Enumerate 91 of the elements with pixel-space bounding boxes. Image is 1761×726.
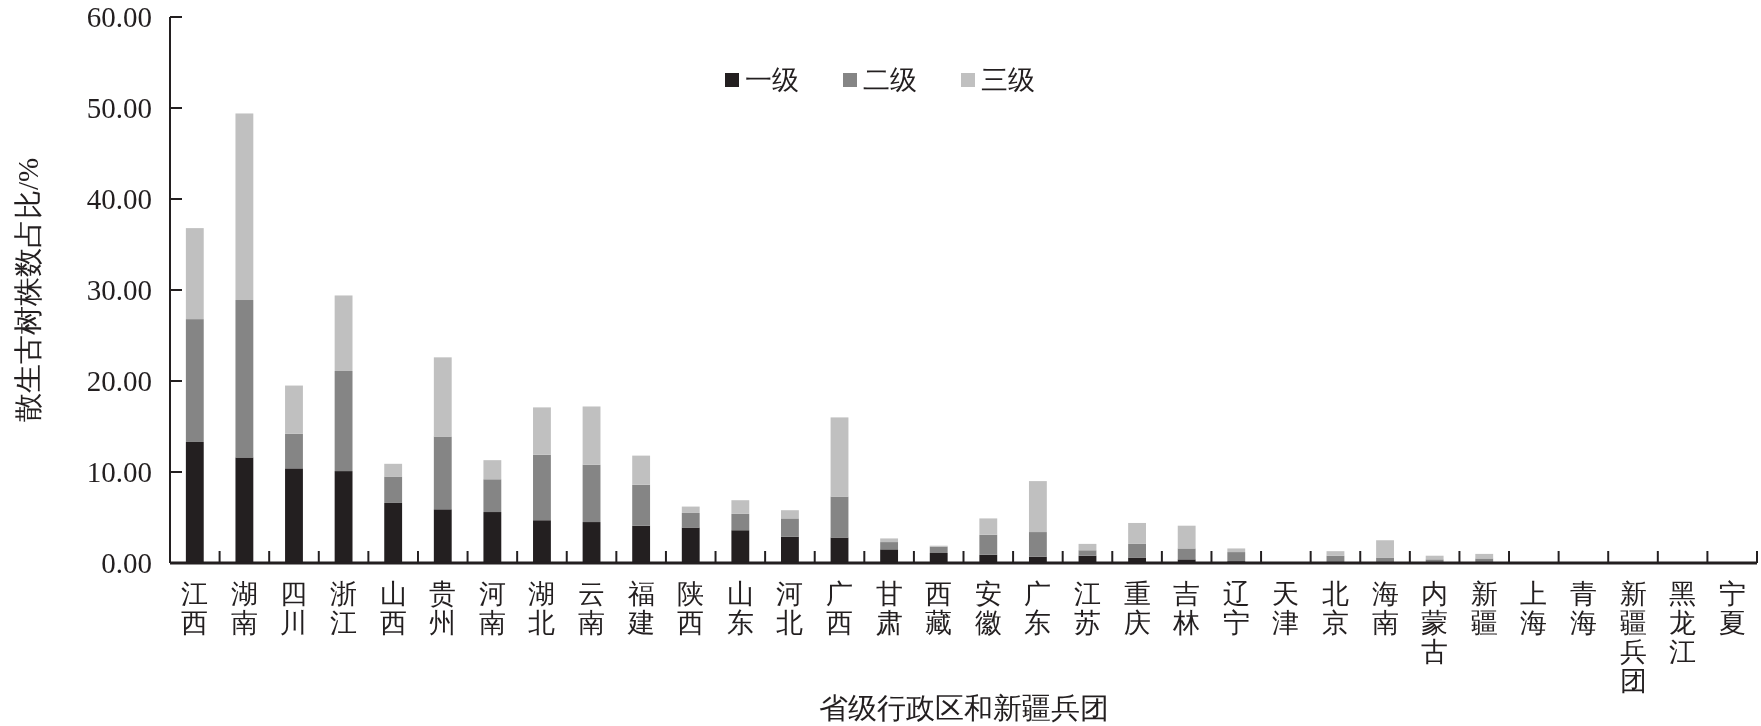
legend-label: 二级 — [863, 65, 917, 96]
x-tick-label: 辽宁 — [1222, 579, 1250, 638]
x-tick-label: 黑龙江 — [1669, 579, 1697, 667]
bar — [285, 385, 303, 434]
x-tick-label: 甘肃 — [875, 579, 903, 638]
x-tick-label: 河北 — [776, 579, 804, 638]
bar — [1078, 550, 1097, 556]
bar — [433, 357, 452, 437]
x-tick-label: 浙江 — [330, 579, 358, 638]
bar — [781, 518, 799, 537]
y-tick-label: 10.00 — [86, 456, 152, 489]
bar — [334, 370, 353, 472]
x-tick-label: 海南 — [1371, 579, 1399, 638]
bar — [483, 479, 502, 513]
x-tick-label: 江苏 — [1073, 579, 1101, 638]
x-tick-label: 贵州 — [429, 579, 457, 638]
bar — [1376, 540, 1394, 558]
y-tick-label: 60.00 — [86, 1, 152, 34]
x-tick-label: 云南 — [578, 579, 606, 638]
bar — [979, 518, 998, 535]
bar — [1376, 557, 1394, 563]
y-tick-label: 0.00 — [101, 547, 152, 580]
bar — [979, 534, 998, 555]
x-tick-label: 天津 — [1272, 579, 1300, 638]
bar — [384, 463, 403, 477]
x-tick-label: 四川 — [280, 579, 308, 638]
bar — [185, 228, 204, 320]
bar — [1326, 551, 1345, 556]
bar — [1028, 532, 1047, 557]
y-tick-label: 20.00 — [86, 365, 152, 398]
bar — [1128, 522, 1146, 544]
x-tick-label: 广东 — [1024, 579, 1052, 638]
bar — [1227, 548, 1246, 553]
bar — [781, 510, 799, 519]
x-tick-label: 西藏 — [925, 579, 953, 638]
bar — [582, 464, 601, 523]
bar — [731, 500, 750, 514]
bar — [632, 484, 651, 526]
bar — [285, 433, 303, 469]
x-tick-label: 青海 — [1569, 579, 1597, 638]
bar — [830, 417, 849, 497]
x-tick-label: 内蒙古 — [1421, 579, 1449, 667]
x-tick-label: 北京 — [1321, 579, 1349, 638]
x-tick-label: 重庆 — [1123, 579, 1151, 638]
y-tick-label: 40.00 — [86, 183, 152, 216]
bar — [533, 407, 551, 455]
legend-label: 一级 — [745, 65, 799, 96]
bar — [1177, 548, 1196, 560]
bar — [1475, 558, 1494, 563]
bar — [1326, 555, 1345, 563]
x-axis-title: 省级行政区和新疆兵团 — [818, 692, 1109, 724]
x-tick-label: 安徽 — [974, 579, 1002, 638]
bar — [1128, 543, 1146, 558]
y-tick-label: 50.00 — [86, 92, 152, 125]
bar — [929, 546, 948, 553]
bar — [1028, 481, 1047, 533]
bar — [731, 513, 750, 531]
x-tick-label: 吉林 — [1172, 579, 1201, 638]
x-tick-label: 湖南 — [230, 579, 258, 638]
y-tick-label: 30.00 — [86, 274, 152, 307]
bar — [1177, 525, 1196, 549]
x-tick-label: 新疆 — [1470, 579, 1498, 638]
x-tick-label: 广西 — [826, 579, 854, 638]
bar — [880, 542, 899, 550]
x-tick-label: 上海 — [1520, 579, 1548, 638]
bar — [880, 538, 899, 543]
x-tick-label: 湖北 — [528, 579, 556, 638]
x-tick-label: 河南 — [478, 579, 506, 638]
bar — [384, 476, 403, 503]
bar — [681, 506, 700, 513]
x-tick-label: 山东 — [726, 579, 754, 638]
x-tick-label: 宁夏 — [1718, 579, 1746, 638]
bar — [235, 113, 254, 301]
bar — [235, 300, 254, 458]
y-axis-title: 散生古树株数占比/% — [12, 157, 44, 423]
x-tick-label: 福建 — [626, 579, 655, 638]
bar — [533, 454, 551, 521]
legend-label: 三级 — [981, 65, 1035, 96]
x-tick-label: 山西 — [379, 579, 407, 638]
bar — [1227, 552, 1246, 562]
bar — [483, 460, 502, 480]
bar — [582, 406, 601, 465]
bar — [334, 295, 353, 371]
x-tick-label: 新疆兵团 — [1619, 579, 1647, 696]
x-tick-label: 陕西 — [677, 579, 705, 638]
bar — [632, 455, 651, 485]
bar — [433, 436, 452, 510]
bar — [830, 496, 849, 538]
x-tick-label: 江西 — [181, 579, 209, 638]
bar — [185, 319, 204, 442]
bar — [681, 512, 700, 528]
